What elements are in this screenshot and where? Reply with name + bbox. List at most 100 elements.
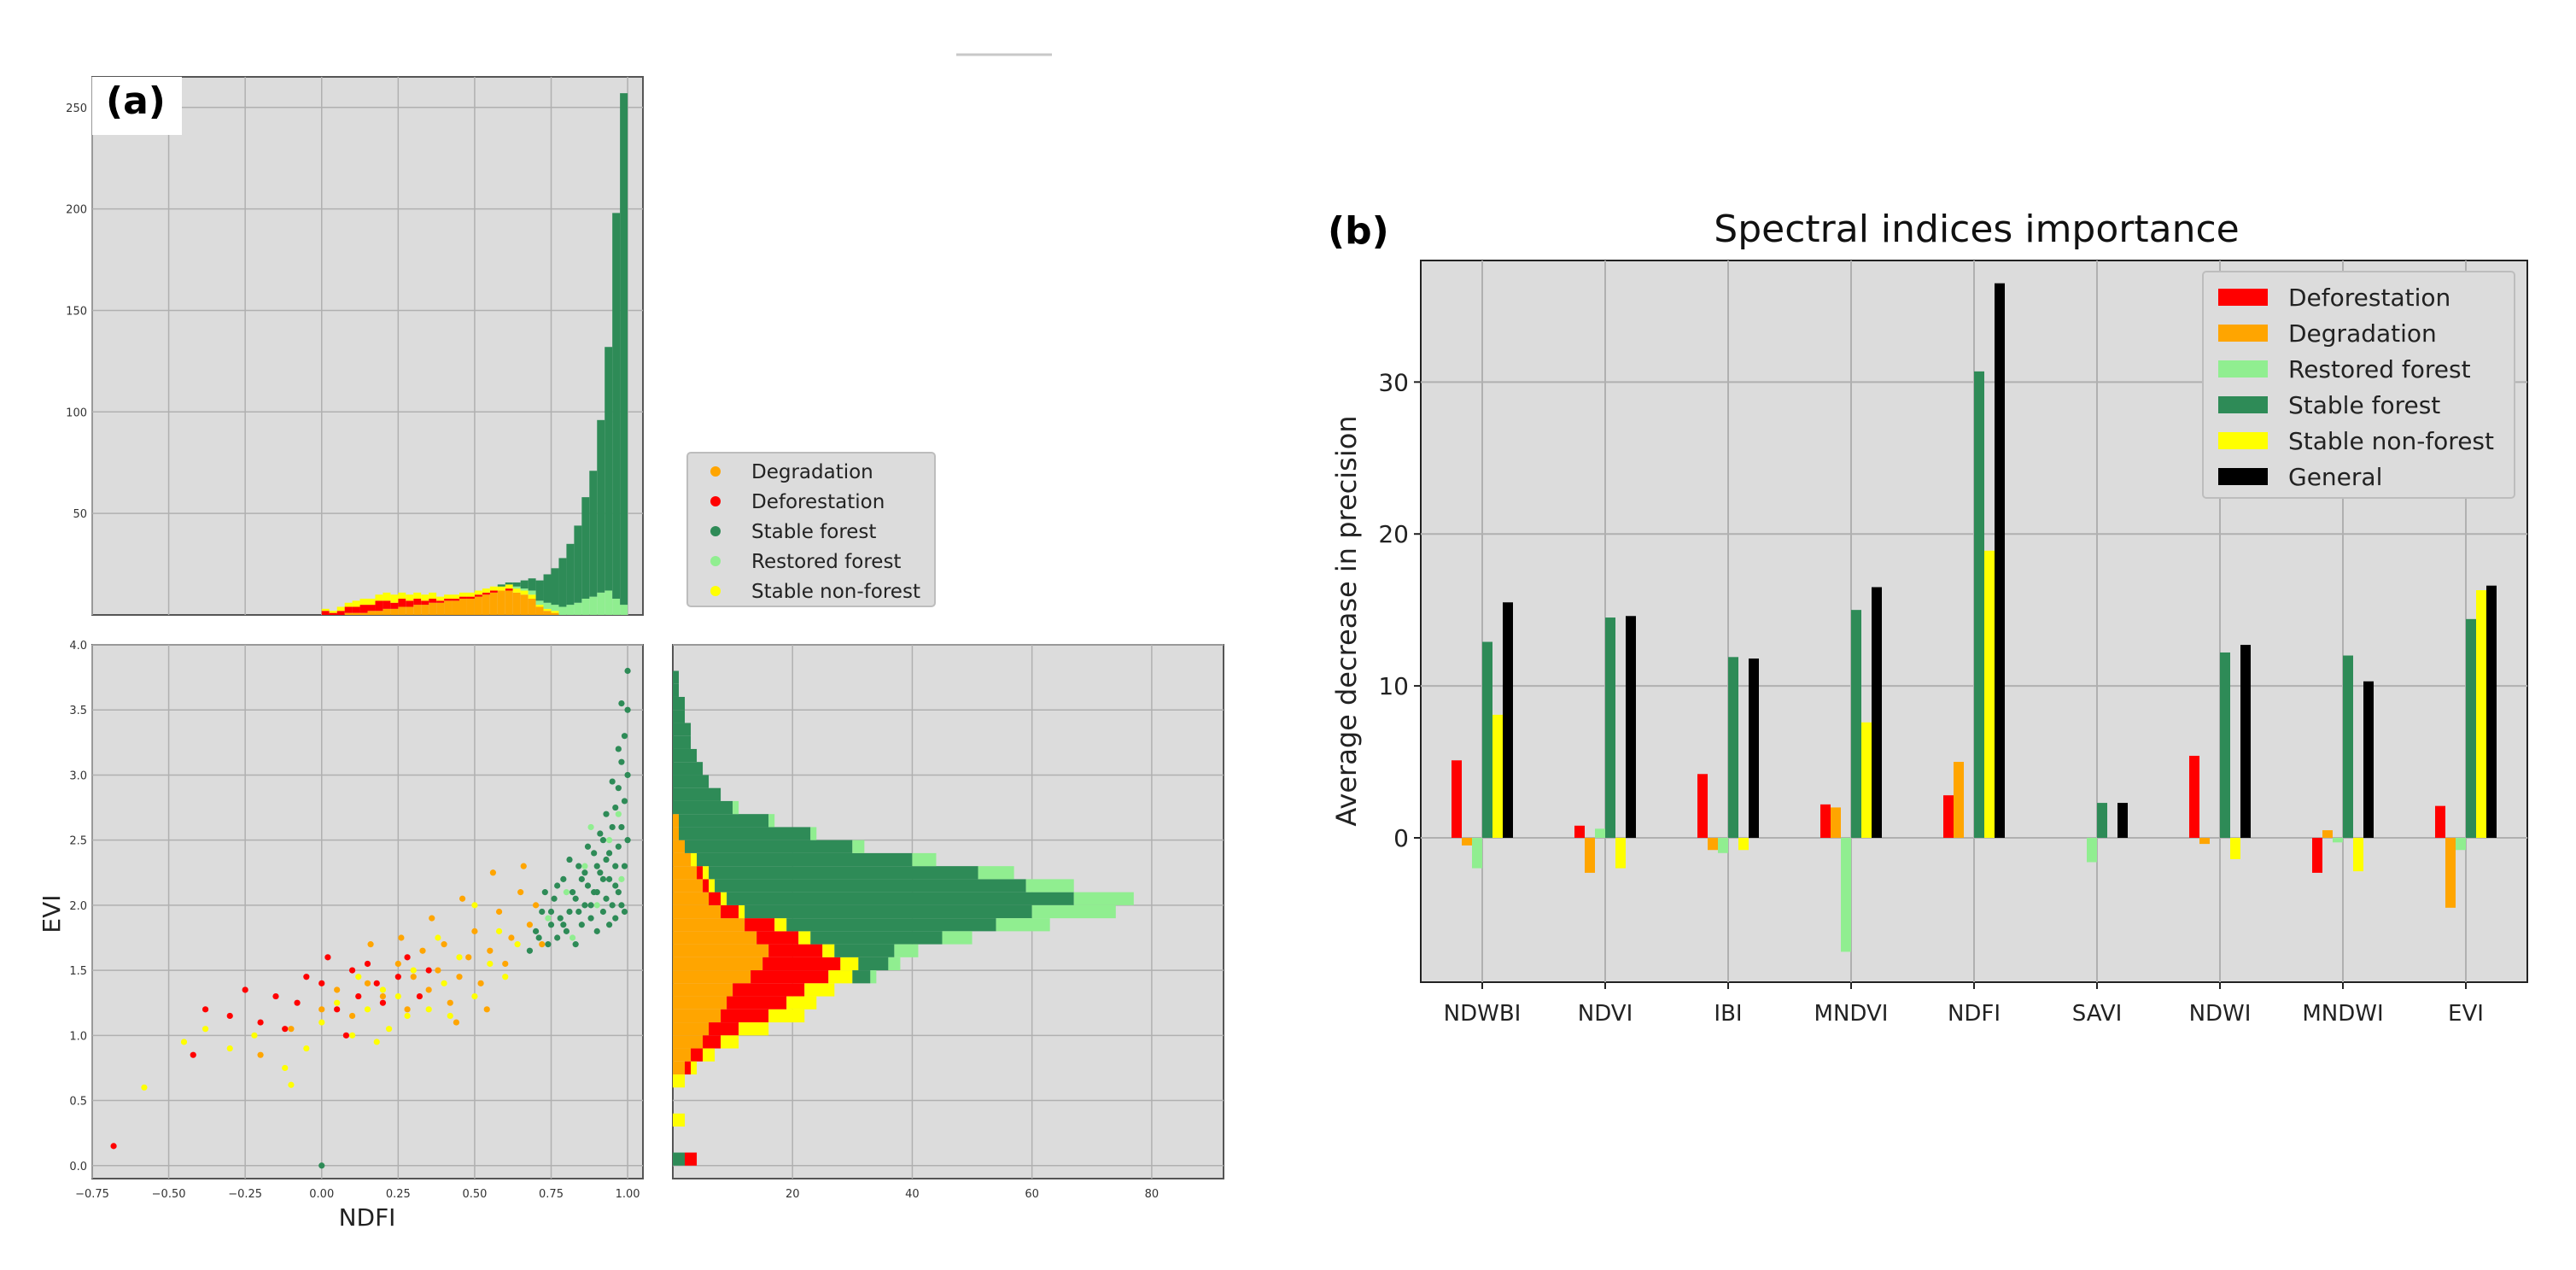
scatter-point	[554, 934, 561, 941]
histogram-bar	[528, 594, 536, 599]
scatter-point	[621, 863, 628, 869]
scatter-point	[599, 875, 607, 882]
y-tick-label: 3.5	[69, 705, 87, 717]
legend-label: Degradation	[751, 461, 873, 483]
scatter-point	[599, 908, 607, 916]
histogram-bar	[703, 1048, 716, 1062]
histogram-bar	[344, 602, 353, 607]
scatter-point	[508, 934, 515, 941]
importance-y-axis-label: Average decrease in precision	[1330, 415, 1363, 826]
histogram-bar	[691, 1061, 698, 1075]
histogram-bar	[543, 608, 552, 612]
importance-bar	[1708, 838, 1718, 851]
legend-panel-b: Deforestation Degradation Restored forest S…	[2202, 271, 2515, 499]
scatter-point	[551, 895, 558, 902]
scatter-point	[435, 967, 441, 974]
scatter-point	[379, 992, 387, 1000]
histogram-bar	[768, 1009, 805, 1023]
x-tick-label: MNDWI	[2302, 1001, 2383, 1027]
histogram-bar	[786, 996, 817, 1010]
histogram-bar	[888, 957, 901, 971]
scatter-point	[591, 850, 598, 857]
importance-bar	[1841, 838, 1851, 952]
importance-bar	[2363, 681, 2374, 838]
importance-bar	[2240, 645, 2251, 838]
importance-bar	[1595, 828, 1605, 838]
scatter-point	[364, 980, 371, 986]
y-tick-label: 2.5	[69, 835, 87, 848]
scatter-point	[489, 869, 497, 876]
histogram-bar	[597, 592, 605, 615]
histogram-bar	[673, 1035, 704, 1049]
histogram-bar	[768, 944, 823, 957]
histogram-bar	[429, 592, 437, 599]
histogram-bar	[605, 347, 613, 591]
histogram-bar	[673, 970, 751, 984]
scatter-point	[342, 1032, 350, 1039]
histogram-bar	[512, 582, 521, 587]
scatter-point	[609, 778, 616, 785]
x-tick-label: −0.25	[228, 1188, 262, 1201]
scatter-point	[465, 954, 472, 961]
legend-label: Stable non-forest	[2288, 427, 2494, 455]
histogram-bar	[870, 970, 877, 984]
histogram-bar	[459, 592, 467, 597]
evi-ndfi-scatter: −0.75 −0.50 −0.25 0.00 0.25 0.50 0.75 1.00 0.00…	[38, 640, 644, 1232]
scatter-point	[545, 941, 552, 948]
histogram-bar	[413, 605, 422, 615]
importance-bar	[2230, 838, 2240, 859]
y-tick-label: 2.0	[69, 900, 87, 913]
histogram-bar	[709, 879, 716, 893]
histogram-bar	[352, 606, 360, 613]
importance-bar	[1943, 795, 1954, 838]
legend-label: Stable forest	[2288, 391, 2440, 419]
histogram-bar	[673, 879, 704, 893]
histogram-bar	[691, 852, 698, 867]
histogram-bar	[673, 996, 727, 1010]
histogram-bar	[398, 606, 406, 615]
scatter-point	[541, 889, 548, 896]
importance-bar	[2312, 838, 2322, 873]
histogram-bar	[673, 983, 733, 997]
scatter-point	[615, 746, 622, 752]
histogram-bar	[673, 800, 733, 815]
y-tick-label: 1.0	[69, 1030, 87, 1043]
legend-label: Stable non-forest	[751, 581, 920, 603]
histogram-bar	[482, 592, 490, 595]
histogram-bar	[558, 558, 567, 607]
histogram-bar	[359, 598, 368, 606]
histogram-bar	[497, 584, 505, 587]
scatter-point	[456, 954, 463, 961]
histogram-bar	[321, 611, 330, 615]
scatter-point	[593, 902, 600, 909]
histogram-bar	[543, 611, 552, 615]
histogram-bar	[359, 612, 368, 615]
scatter-point	[566, 856, 573, 863]
ndfi-histogram-background	[91, 76, 644, 616]
legend-swatch	[2218, 289, 2268, 306]
scatter-point	[545, 915, 552, 922]
histogram-bar	[756, 931, 799, 945]
histogram-bar	[436, 596, 445, 601]
histogram-bar	[804, 983, 835, 997]
scatter-point	[355, 992, 362, 1000]
importance-bar	[1872, 587, 1882, 838]
x-tick-label: 0.00	[309, 1188, 334, 1201]
histogram-bar	[383, 600, 391, 609]
scatter-point	[517, 889, 524, 896]
scatter-point	[373, 1039, 380, 1045]
legend-panel-a-frame	[686, 452, 936, 607]
importance-bar	[2476, 590, 2486, 838]
histogram-bar	[673, 723, 692, 736]
histogram-bar	[359, 605, 368, 613]
x-tick-label: 80	[1145, 1188, 1159, 1201]
histogram-bar	[543, 602, 552, 609]
histogram-bar	[786, 918, 996, 932]
histogram-bar	[673, 944, 769, 957]
scatter-point	[364, 960, 371, 968]
importance-bar	[1492, 714, 1503, 838]
legend-swatch	[2218, 432, 2268, 449]
scatter-point	[581, 869, 588, 876]
histogram-bar	[589, 596, 598, 615]
scatter-point	[502, 960, 509, 968]
